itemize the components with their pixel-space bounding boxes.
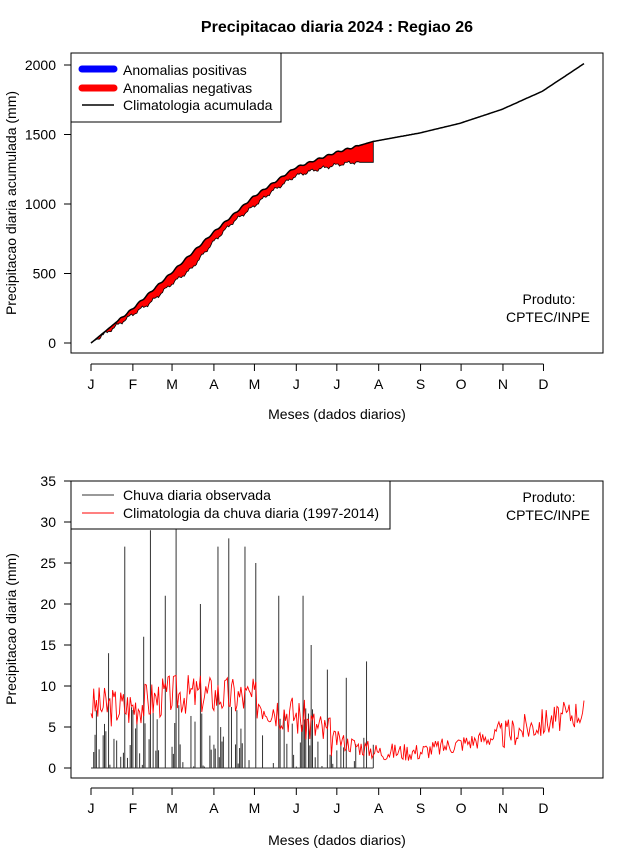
bottom-y-axis: 0 5 10 15 20 25 30 35 (40, 473, 72, 776)
chart-title: Precipitacao diaria 2024 : Regiao 26 (201, 19, 473, 36)
top-x-tick-label: F (129, 376, 138, 392)
bottom-x-tick-label: S (416, 800, 425, 816)
top-x-tick-label: M (166, 376, 178, 392)
top-x-tick-label: A (374, 376, 384, 392)
top-x-tick-label: S (416, 376, 425, 392)
top-x-tick-label: J (333, 376, 340, 392)
bottom-x-tick-label: A (374, 800, 384, 816)
top-credit-label: Produto: (523, 291, 576, 307)
bottom-y-tick-label: 35 (40, 473, 56, 489)
top-x-tick-label: J (88, 376, 95, 392)
top-y-axis: 0 500 1000 1500 2000 (25, 57, 72, 351)
cumulative-panel: 0 500 1000 1500 2000 J F M A M J J A S O N D Meses (dad… (3, 52, 604, 422)
top-x-axis-label: Meses (dados diarios) (268, 406, 406, 422)
top-legend: Anomalias positivas Anomalias negativas … (70, 52, 282, 123)
top-y-tick-label: 500 (33, 266, 57, 282)
bottom-y-tick-label: 30 (40, 514, 56, 530)
climatology-cumulative-line (90, 62, 585, 344)
top-x-tick-label: J (293, 376, 300, 392)
bottom-y-tick-label: 0 (48, 760, 56, 776)
bottom-y-tick-label: 25 (40, 555, 56, 571)
bottom-y-tick-label: 5 (48, 719, 56, 735)
bottom-x-tick-label: M (166, 800, 178, 816)
bottom-x-tick-label: F (129, 800, 138, 816)
bottom-x-tick-label: O (456, 800, 467, 816)
top-x-tick-label: O (456, 376, 467, 392)
top-y-tick-label: 1000 (25, 196, 56, 212)
bottom-credit-label: Produto: (523, 489, 576, 505)
top-credit-org: CPTEC/INPE (506, 309, 590, 325)
top-y-axis-label: Precipitacao diaria acumulada (mm) (3, 91, 19, 315)
bottom-y-tick-label: 20 (40, 596, 56, 612)
bottom-legend: Chuva diaria observada Climatologia da c… (70, 480, 391, 530)
top-x-tick-label: N (498, 376, 508, 392)
negative-anomaly-fill (90, 140, 374, 344)
bottom-legend-box (70, 480, 391, 530)
bottom-x-tick-label: D (538, 800, 548, 816)
bottom-x-axis-label: Meses (dados diarios) (268, 832, 406, 848)
bottom-x-tick-label: J (88, 800, 95, 816)
legend-positive-anomalies: Anomalias positivas (123, 62, 247, 78)
top-y-tick-label: 1500 (25, 127, 56, 143)
top-x-tick-label: M (249, 376, 261, 392)
daily-climatology-line (90, 674, 585, 761)
bottom-x-tick-label: N (498, 800, 508, 816)
bottom-x-tick-label: M (249, 800, 261, 816)
top-y-tick-label: 2000 (25, 57, 56, 73)
bottom-y-axis-label: Precipitacao diaria (mm) (3, 553, 19, 705)
bottom-y-tick-label: 15 (40, 637, 56, 653)
negative-anomaly-area (90, 140, 374, 344)
legend-observed-rain: Chuva diaria observada (123, 487, 271, 503)
bottom-x-tick-label: J (293, 800, 300, 816)
legend-climatology-cumulative: Climatologia acumulada (123, 97, 273, 113)
bottom-x-tick-label: A (209, 800, 219, 816)
bottom-y-tick-label: 10 (40, 678, 56, 694)
legend-negative-anomalies: Anomalias negativas (123, 80, 252, 96)
legend-daily-climatology: Climatologia da chuva diaria (1997-2014) (123, 505, 379, 521)
top-x-tick-label: A (209, 376, 219, 392)
bottom-x-tick-label: J (333, 800, 340, 816)
bottom-credit-org: CPTEC/INPE (506, 507, 590, 523)
top-x-tick-label: D (538, 376, 548, 392)
daily-panel: 0 5 10 15 20 25 30 35 J F M A M J J A S O N D Meses (dados… (3, 473, 604, 848)
top-y-tick-label: 0 (48, 335, 56, 351)
